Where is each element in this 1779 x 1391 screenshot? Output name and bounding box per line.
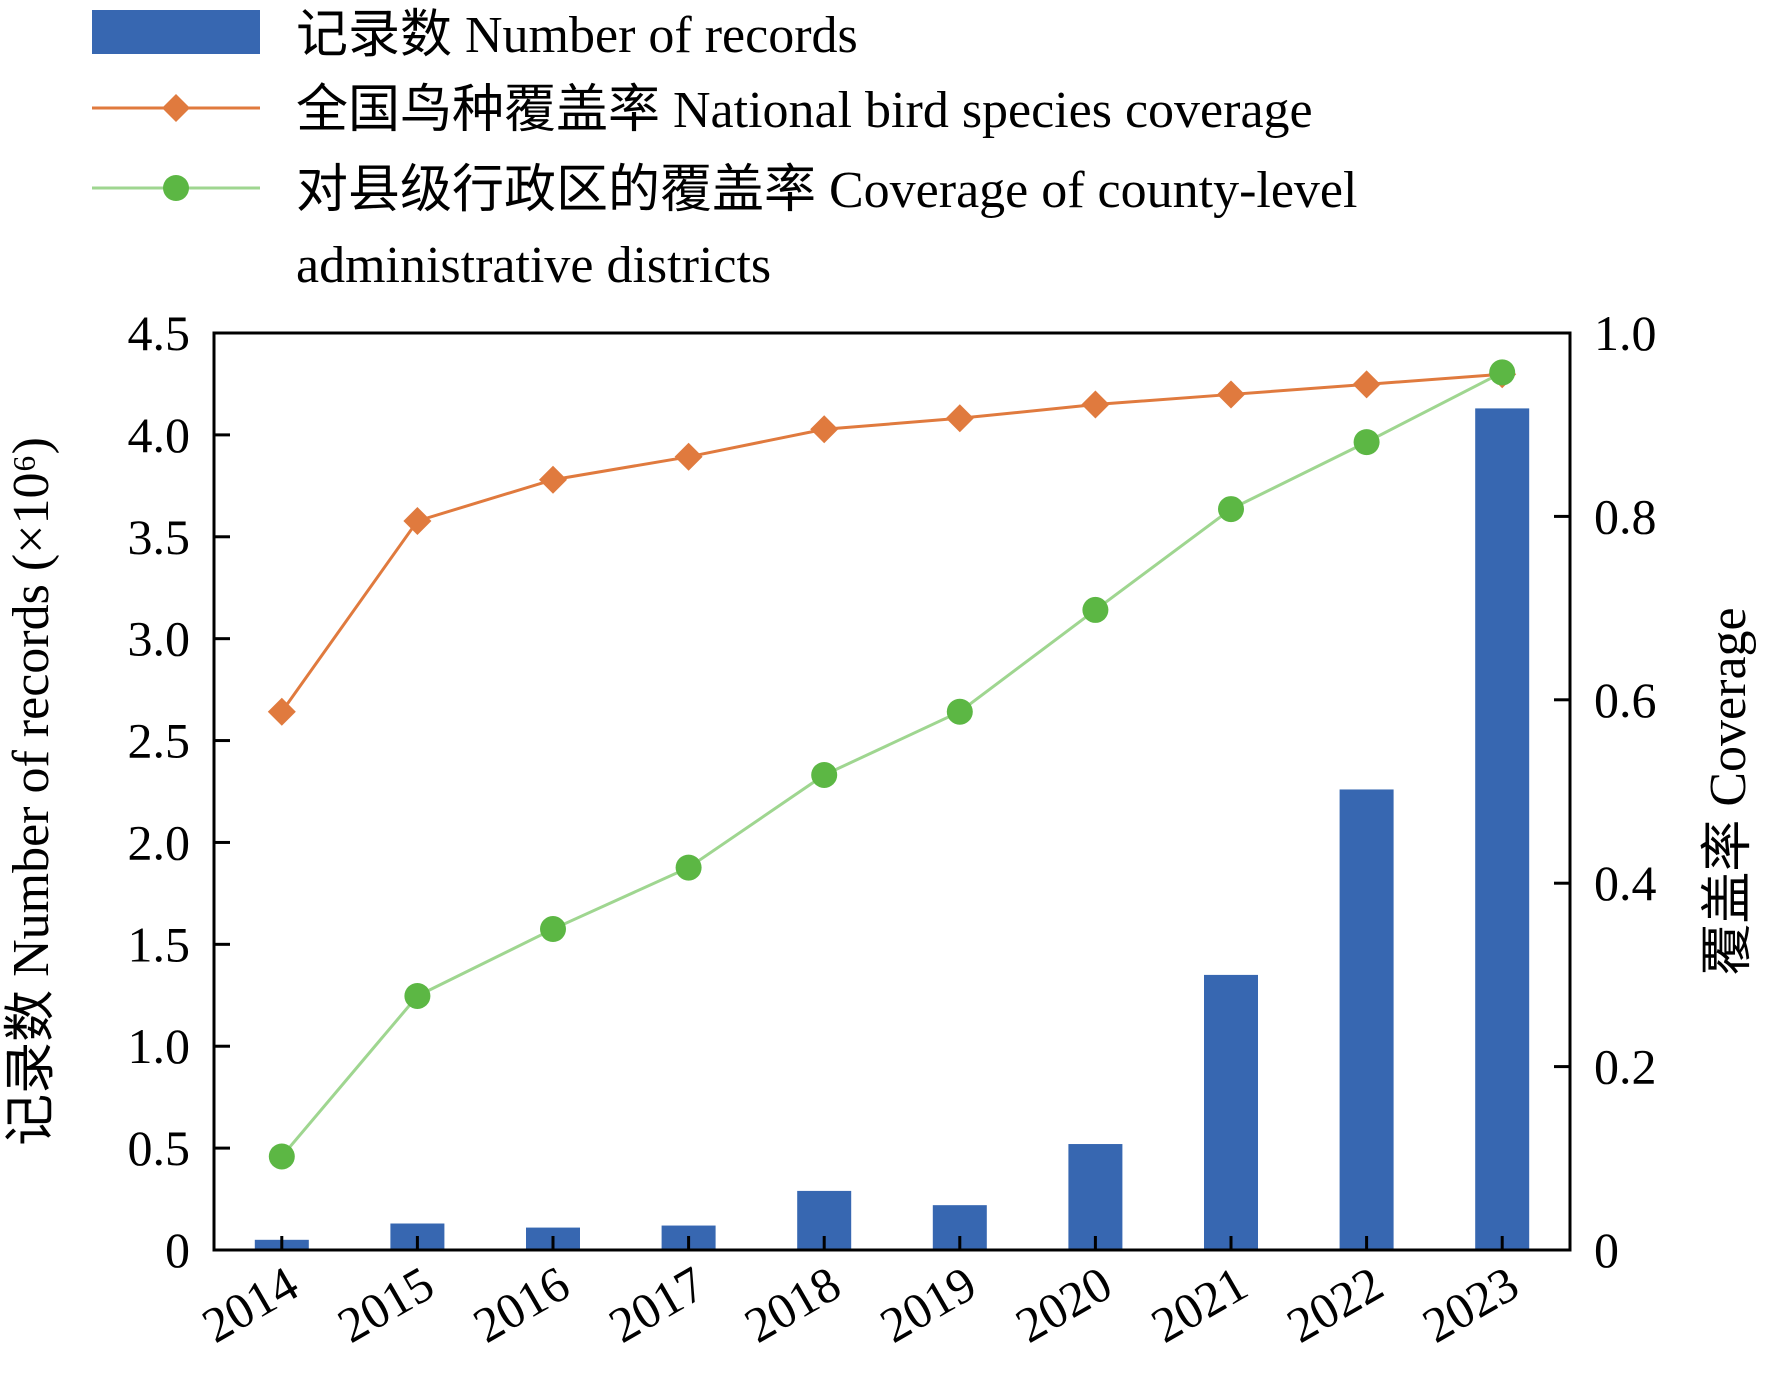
left-tick-label: 0 bbox=[165, 1222, 190, 1278]
right-axis-title: 覆盖率 Coverage bbox=[1700, 607, 1757, 975]
x-tick-label-2020: 2020 bbox=[1006, 1255, 1121, 1353]
bar-series bbox=[254, 408, 1530, 1250]
species-coverage-point-2017 bbox=[674, 442, 703, 471]
x-tick-label-2017: 2017 bbox=[599, 1255, 714, 1353]
county-coverage-point-2020 bbox=[1082, 596, 1109, 623]
left-tick-label: 4.0 bbox=[128, 407, 191, 463]
left-tick-label: 2.0 bbox=[128, 814, 191, 870]
legend: 记录数 Number of records 全国鸟种覆盖率 National bi… bbox=[92, 7, 1357, 294]
x-tick-label-2022: 2022 bbox=[1277, 1255, 1392, 1353]
species-coverage-line bbox=[280, 372, 1503, 713]
county-coverage-point-2018 bbox=[811, 761, 838, 788]
x-tick-label-2016: 2016 bbox=[464, 1255, 579, 1353]
species-coverage-point-2015 bbox=[403, 506, 432, 535]
legend-label-records: 记录数 Number of records bbox=[296, 7, 858, 64]
right-tick-label: 0.4 bbox=[1594, 855, 1657, 911]
right-tick-label: 0 bbox=[1594, 1222, 1619, 1278]
x-tick-label-2018: 2018 bbox=[735, 1255, 850, 1353]
bar-2021 bbox=[1204, 974, 1258, 1250]
county-coverage-point-2014 bbox=[268, 1143, 295, 1170]
species-coverage-point-2019 bbox=[945, 404, 974, 433]
line-series bbox=[267, 359, 1517, 1170]
species-coverage-point-2014 bbox=[267, 697, 296, 726]
species-coverage-point-2016 bbox=[539, 465, 567, 494]
county-coverage-point-2017 bbox=[675, 854, 702, 881]
legend-label-county-line2: administrative districts bbox=[296, 237, 771, 294]
x-tick-label-2019: 2019 bbox=[871, 1255, 986, 1353]
legend-swatch-records bbox=[92, 10, 260, 54]
left-tick-label: 1.5 bbox=[128, 916, 191, 972]
county-coverage-point-2019 bbox=[946, 698, 973, 725]
right-y-axis: 0 0.2 0.4 0.6 0.8 1.0 bbox=[1554, 305, 1657, 1278]
right-tick-label: 0.8 bbox=[1594, 488, 1657, 544]
bar-2020 bbox=[1068, 1144, 1123, 1250]
bar-2023 bbox=[1475, 408, 1530, 1250]
legend-label-species: 全国鸟种覆盖率 National bird species coverage bbox=[296, 82, 1313, 139]
legend-swatch-county-marker bbox=[163, 175, 189, 201]
county-coverage-point-2021 bbox=[1218, 496, 1244, 523]
left-tick-label: 2.5 bbox=[128, 713, 191, 769]
legend-label-county-line1: 对县级行政区的覆盖率 Coverage of county-level bbox=[296, 162, 1357, 219]
right-tick-label: 0.6 bbox=[1594, 672, 1657, 728]
county-coverage-line bbox=[280, 371, 1503, 1158]
x-tick-label-2023: 2023 bbox=[1413, 1255, 1528, 1353]
species-coverage-point-2018 bbox=[810, 415, 839, 444]
left-y-axis: 0 0.5 1.0 1.5 2.0 2.5 3.0 3.5 4.0 4.5 bbox=[128, 305, 230, 1278]
species-coverage-point-2020 bbox=[1081, 390, 1110, 419]
plot-frame bbox=[212, 331, 1572, 1252]
left-tick-label: 3.0 bbox=[128, 611, 191, 667]
county-coverage-point-2015 bbox=[404, 982, 431, 1009]
county-coverage-point-2016 bbox=[540, 916, 566, 943]
x-tick-label-2015: 2015 bbox=[328, 1255, 443, 1353]
county-coverage-point-2023 bbox=[1489, 359, 1516, 386]
x-axis: 2014 2015 2016 2017 2018 2019 2020 2021 2022 2023 bbox=[193, 1236, 1528, 1354]
left-tick-label: 0.5 bbox=[128, 1120, 191, 1176]
x-tick-label-2021: 2021 bbox=[1142, 1255, 1257, 1353]
right-tick-label: 1.0 bbox=[1594, 305, 1657, 361]
county-coverage-point-2022 bbox=[1353, 429, 1380, 456]
left-tick-label: 1.0 bbox=[128, 1018, 191, 1074]
species-coverage-point-2022 bbox=[1352, 370, 1381, 399]
legend-swatch-species-marker bbox=[162, 94, 190, 122]
x-tick-label-2014: 2014 bbox=[193, 1255, 308, 1353]
species-coverage-point-2021 bbox=[1217, 380, 1245, 409]
right-tick-label: 0.2 bbox=[1594, 1039, 1657, 1095]
left-tick-label: 4.5 bbox=[128, 305, 191, 361]
bar-2022 bbox=[1339, 789, 1394, 1250]
left-axis-title: 记录数 Number of records (×10⁶) bbox=[3, 437, 60, 1146]
left-tick-label: 3.5 bbox=[128, 509, 191, 565]
